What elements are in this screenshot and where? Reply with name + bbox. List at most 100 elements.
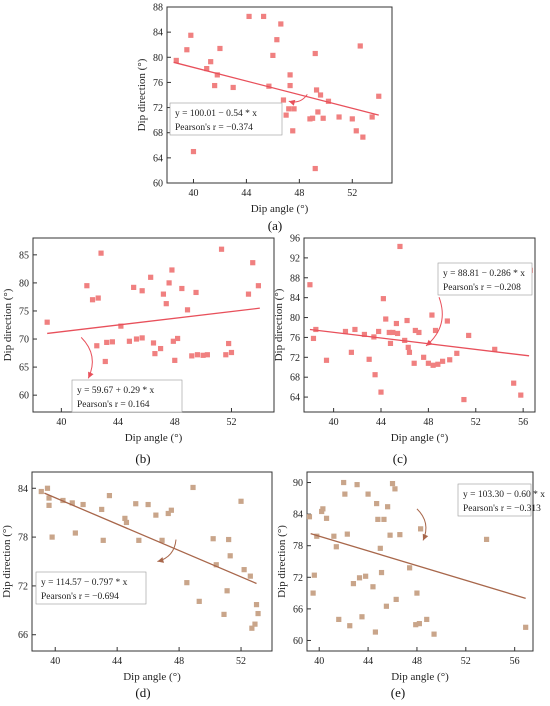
x-tick-label: 44 [376, 417, 386, 428]
data-point [523, 624, 529, 630]
plot-frame [31, 471, 273, 652]
data-point [319, 508, 325, 515]
x-tick-label: 48 [423, 417, 433, 428]
data-point [204, 66, 210, 72]
y-tick-label: 80 [290, 313, 300, 324]
data-point [383, 316, 389, 322]
data-point [370, 584, 376, 590]
x-tick-label: 40 [50, 656, 60, 667]
data-point [208, 59, 214, 65]
y-tick-label: 72 [290, 353, 300, 364]
data-point [241, 567, 247, 573]
y-tick-label: 65 [19, 363, 29, 374]
x-tick-label: 48 [170, 417, 180, 428]
y-tick-label: 66 [18, 630, 28, 641]
data-point [307, 282, 313, 288]
annotation-arrow [80, 336, 93, 379]
data-point [255, 283, 262, 289]
data-point [247, 573, 253, 579]
data-point [49, 534, 55, 540]
data-point [89, 297, 96, 303]
data-point [133, 501, 139, 507]
data-point [376, 93, 382, 99]
data-point [188, 32, 194, 38]
equation-text: y = 88.81 − 0.286 * x [443, 269, 525, 279]
data-point [153, 512, 159, 518]
chart-e: 40 44 48 52 56 60 66 72 78 84 90 Dip angle (°) Dip d… [276, 471, 545, 683]
data-point [323, 357, 330, 363]
data-point [150, 340, 157, 346]
data-point [416, 621, 422, 627]
data-point [307, 116, 313, 122]
data-point [252, 621, 258, 627]
data-point [253, 602, 260, 608]
y-tick-label: 70 [19, 335, 29, 346]
y-tick-label: 60 [153, 179, 163, 190]
data-point [354, 482, 360, 488]
y-tick-label: 78 [293, 541, 303, 552]
data-point [421, 354, 427, 360]
data-point [416, 329, 422, 336]
data-point [311, 572, 317, 578]
data-point [413, 622, 419, 628]
data-point [99, 506, 105, 513]
equation-text: y = 100.01 − 0.54 * x [175, 109, 257, 119]
data-point [190, 484, 196, 491]
data-point [72, 530, 78, 536]
data-point [425, 360, 431, 366]
y-tick-label: 78 [18, 533, 28, 544]
y-axis-label: Dip direction (°) [276, 525, 288, 598]
data-point [387, 532, 393, 538]
x-tick-label: 52 [461, 656, 471, 667]
data-point [274, 37, 280, 43]
data-point [184, 307, 191, 313]
data-point [333, 544, 339, 550]
equation-text: y = 103.30 − 0.60 * x [463, 490, 545, 500]
equation-text: y = 114.57 − 0.797 * x [41, 578, 128, 588]
data-point [148, 274, 154, 280]
data-point [406, 349, 413, 355]
x-axis-label: Dip angle (°) [391, 432, 449, 444]
data-point [363, 573, 369, 579]
data-point [380, 296, 386, 302]
data-point [228, 349, 235, 356]
x-tick-label: 48 [294, 188, 304, 199]
data-point [214, 72, 220, 78]
data-point [392, 486, 398, 492]
data-point [270, 52, 276, 58]
data-point [80, 501, 86, 508]
y-tick-label: 72 [18, 581, 28, 592]
equation-text: y = 59.67 + 0.29 * x [77, 386, 154, 396]
data-point [312, 165, 318, 172]
data-point [145, 501, 151, 508]
data-point [106, 492, 113, 499]
y-tick-label: 96 [290, 234, 300, 245]
y-tick-label: 72 [153, 103, 163, 114]
data-point [131, 284, 137, 290]
data-point [372, 629, 379, 635]
y-axis-label: Dip direction (°) [136, 58, 148, 131]
data-point [369, 114, 375, 120]
data-point [184, 580, 190, 586]
data-point [84, 283, 90, 289]
data-point [310, 335, 317, 342]
plot-frame [303, 237, 536, 413]
data-point [200, 352, 206, 358]
data-point [287, 82, 293, 89]
data-point [249, 625, 255, 631]
pearson-text: Pearson's r = −0.313 [463, 504, 541, 514]
data-point [283, 112, 289, 118]
data-point [386, 329, 392, 336]
caption-c: (c) [392, 451, 408, 466]
point-series [44, 246, 262, 412]
x-axis-label: Dip angle (°) [123, 671, 181, 683]
data-point [383, 603, 390, 609]
trend-line [44, 492, 257, 585]
data-point [378, 569, 385, 576]
y-tick-label: 85 [19, 250, 29, 261]
x-tick-label: 52 [471, 417, 481, 428]
data-point [213, 562, 219, 568]
x-tick-label: 40 [56, 417, 66, 428]
data-point [389, 480, 396, 487]
y-tick-label: 76 [290, 333, 300, 344]
